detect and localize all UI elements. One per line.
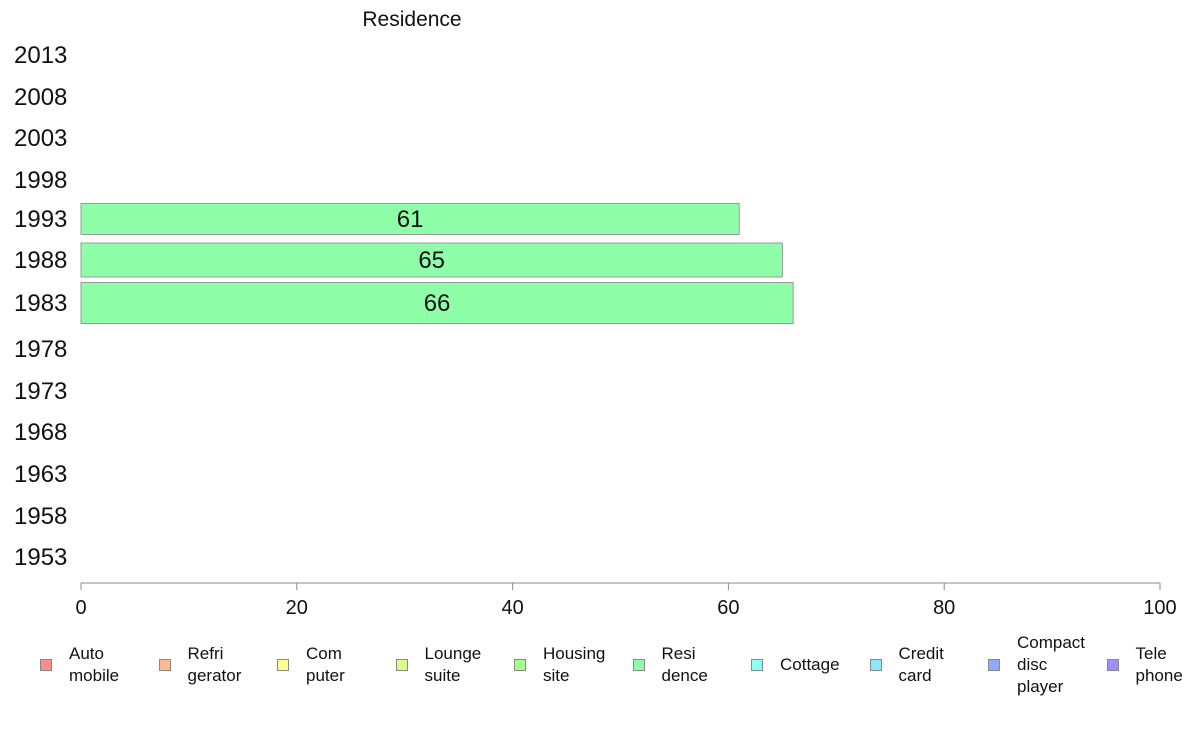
legend-item: Auto mobile [40, 632, 119, 698]
y-tick-label: 1988 [14, 247, 67, 274]
y-tick-label: 1958 [14, 503, 67, 530]
legend-item: Tele phone [1106, 632, 1183, 698]
legend-label: Housing site [543, 644, 606, 685]
y-tick-label: 1953 [14, 544, 67, 571]
legend-label: Compact disc player [1017, 633, 1086, 696]
legend-label: Com puter [306, 644, 345, 685]
y-tick-label: 2008 [14, 84, 67, 111]
legend-item: Resi dence [632, 632, 708, 698]
x-tick-label: 80 [933, 597, 955, 619]
legend-swatch [395, 659, 408, 671]
bar-data-label: 66 [424, 290, 451, 317]
legend-label: Cottage [780, 655, 840, 674]
legend-swatch [40, 659, 52, 671]
y-tick-label: 1963 [14, 461, 67, 488]
bar-data-label: 61 [397, 206, 424, 233]
legend-label: Credit card [898, 644, 944, 685]
y-tick-label: 1968 [14, 419, 67, 446]
legend-swatch [277, 659, 289, 671]
legend-label: Lounge suite [424, 644, 482, 685]
x-tick-label: 40 [501, 597, 523, 619]
y-tick-label: 1983 [14, 290, 67, 317]
legend-item: Cottage [751, 632, 840, 698]
legend-item: Lounge suite [395, 632, 482, 698]
legend-swatch [751, 659, 763, 671]
bars-group: 61 65 66 [80, 203, 794, 324]
legend-item: Housing site [514, 632, 605, 698]
legend-label: Resi dence [661, 644, 708, 685]
legend-item: Com puter [277, 632, 345, 698]
x-tick-label: 60 [717, 597, 739, 619]
legend-swatch [632, 659, 645, 671]
legend-swatch [514, 659, 526, 671]
y-tick-label: 1973 [14, 378, 67, 405]
x-tick-label: 100 [1143, 597, 1176, 619]
legend-item: Compact disc player [988, 632, 1085, 698]
legend-swatch [1106, 659, 1119, 671]
legend-label: Tele phone [1135, 644, 1183, 685]
legend: Auto mobile Refri gerator Com puter Lounge … [0, 632, 1188, 712]
legend-label: Refri gerator [187, 644, 242, 685]
legend-swatch [869, 659, 882, 671]
bar [80, 242, 783, 278]
y-tick-label: 1998 [14, 167, 67, 194]
y-tick-label: 2013 [14, 42, 67, 69]
x-tick-label: 0 [75, 597, 86, 619]
y-tick-label: 2003 [14, 125, 67, 152]
legend-item: Refri gerator [158, 632, 242, 698]
bar-data-label: 65 [418, 247, 445, 274]
y-tick-label: 1993 [14, 206, 67, 233]
bar [80, 203, 740, 235]
bar [80, 282, 794, 324]
legend-swatch [158, 659, 171, 671]
chart-title: Residence [362, 8, 461, 31]
x-tick-label: 20 [286, 597, 308, 619]
x-axis: 0 20 40 60 80 100 [75, 582, 1177, 619]
legend-item: Credit card [869, 632, 944, 698]
y-axis-labels: 2013 2008 2003 1998 1993 1988 1983 1978 1973 1968… [14, 42, 67, 571]
legend-swatch [988, 659, 1000, 671]
legend-label: Auto mobile [69, 644, 120, 685]
y-tick-label: 1978 [14, 336, 67, 363]
